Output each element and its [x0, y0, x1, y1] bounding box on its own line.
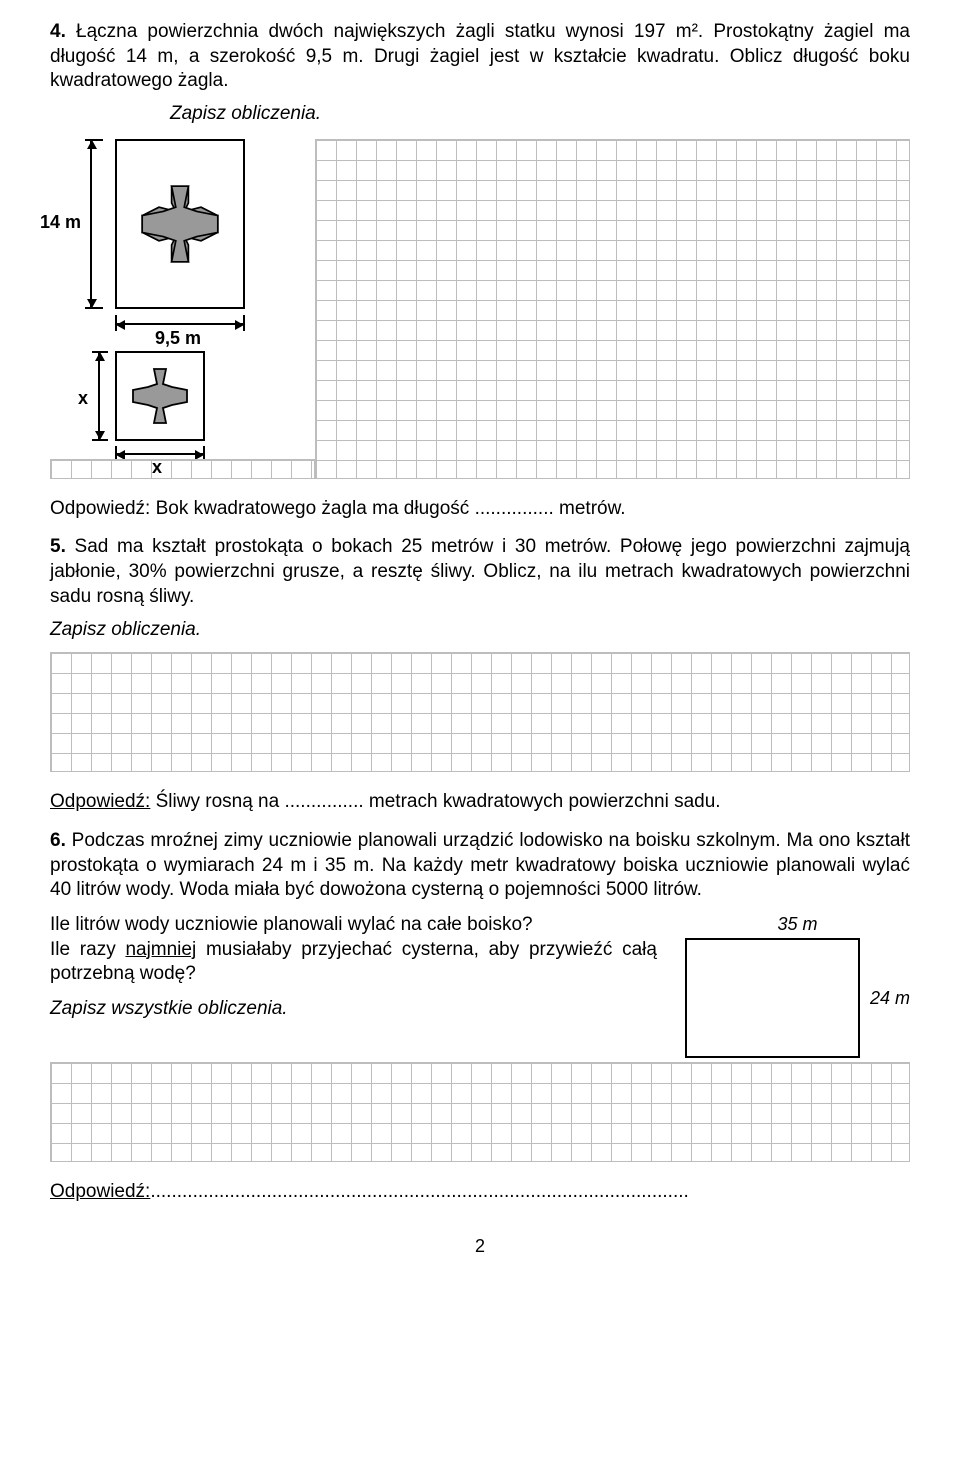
- problem-6-q1: Ile litrów wody uczniowie planowali wyla…: [50, 913, 657, 938]
- problem-5-body: Sad ma kształt prostokąta o bokach 25 me…: [50, 536, 910, 606]
- dim-arrow-9-5m: [117, 323, 243, 325]
- dim-tick: [115, 446, 117, 460]
- dim-label-14m: 14 m: [40, 211, 81, 234]
- problem-6-work-grid[interactable]: [50, 1062, 910, 1162]
- answer-rest: Śliwy rosną na ............... metrach k…: [150, 791, 720, 812]
- problem-4-number: 4.: [50, 21, 66, 42]
- problem-4-work-grid[interactable]: [315, 139, 910, 479]
- problem-5-instruction: Zapisz obliczenia.: [50, 618, 910, 643]
- problem-4-instruction: Zapisz obliczenia.: [170, 102, 910, 127]
- answer-label: Odpowiedź:: [50, 1181, 150, 1202]
- problem-4-figure: 14 m 9,5 m x x: [50, 139, 910, 479]
- figure-left-panel: 14 m 9,5 m x x: [50, 139, 315, 479]
- problem-5-number: 5.: [50, 536, 66, 557]
- dim-label-9-5m: 9,5 m: [155, 327, 201, 350]
- cross-icon-large: [138, 182, 222, 266]
- rink-rectangle: [685, 938, 860, 1058]
- figure-grid-strip: [50, 459, 315, 479]
- problem-5-answer: Odpowiedź: Śliwy rosną na ..............…: [50, 790, 910, 815]
- problem-6-body: Podczas mroźnej zimy uczniowie planowali…: [50, 830, 910, 900]
- dim-tick: [92, 439, 108, 441]
- problem-4-body: Łączna powierzchnia dwóch największych ż…: [50, 21, 910, 91]
- rink-figure: 35 m 24 m: [685, 913, 910, 1058]
- problem-6-number: 6.: [50, 830, 66, 851]
- dim-tick: [85, 307, 103, 309]
- problem-6-questions: Ile litrów wody uczniowie planowali wyla…: [50, 907, 657, 1032]
- rink-label-24m: 24 m: [870, 987, 910, 1010]
- problem-6-answer: Odpowiedź:..............................…: [50, 1180, 910, 1205]
- problem-6-instruction: Zapisz wszystkie obliczenia.: [50, 997, 657, 1022]
- q2-underlined: najmniej: [125, 939, 196, 960]
- cross-icon-small: [130, 366, 190, 426]
- problem-6-questions-wrap: Ile litrów wody uczniowie planowali wyla…: [50, 907, 910, 1058]
- problem-4-text: 4. Łączna powierzchnia dwóch największyc…: [50, 20, 910, 94]
- dim-arrow-x-v: [98, 353, 100, 439]
- page-number: 2: [50, 1235, 910, 1258]
- problem-6-text: 6. Podczas mroźnej zimy uczniowie planow…: [50, 829, 910, 903]
- q2-part-a: Ile razy: [50, 939, 125, 960]
- dim-tick: [85, 139, 103, 141]
- problem-4-answer: Odpowiedź: Bok kwadratowego żagla ma dłu…: [50, 497, 910, 522]
- rink-label-35m: 35 m: [685, 913, 910, 936]
- problem-5-work-grid[interactable]: [50, 652, 910, 772]
- problem-6-q2: Ile razy najmniej musiałaby przyjechać c…: [50, 938, 657, 987]
- problem-5-text: 5. Sad ma kształt prostokąta o bokach 25…: [50, 535, 910, 609]
- answer-label: Odpowiedź:: [50, 791, 150, 812]
- dim-arrow-14m: [90, 141, 92, 307]
- dim-label-x-v: x: [78, 387, 88, 410]
- answer-dots: ........................................…: [150, 1181, 688, 1202]
- dim-tick: [115, 315, 117, 331]
- dim-tick: [243, 315, 245, 331]
- dim-tick: [203, 446, 205, 460]
- dim-arrow-x-h: [117, 453, 203, 455]
- dim-tick: [92, 351, 108, 353]
